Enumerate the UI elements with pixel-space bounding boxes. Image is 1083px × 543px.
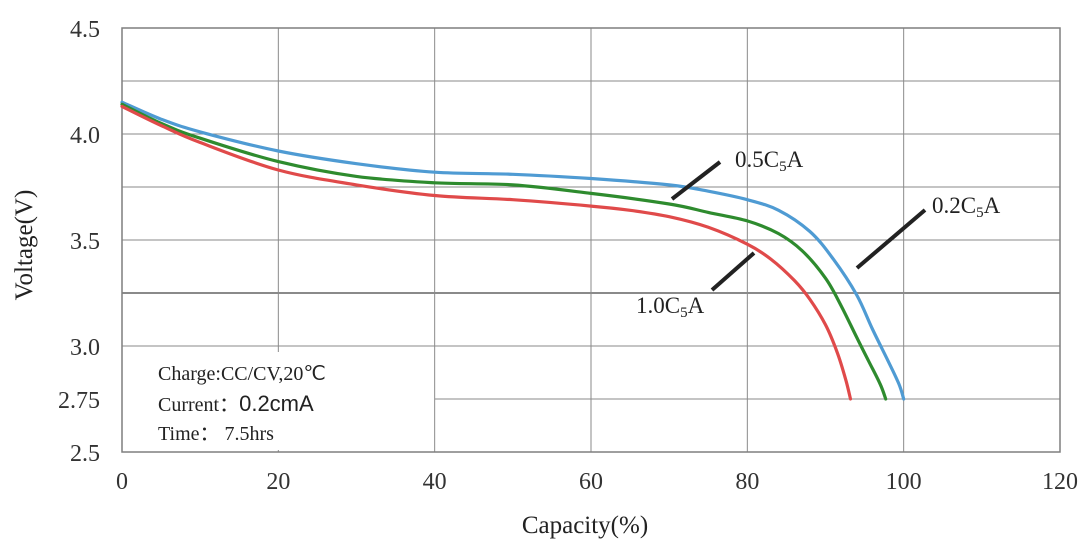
note-current-value: 0.2cmA — [239, 391, 314, 416]
x-tick-label: 40 — [423, 469, 447, 495]
series-label-tail: A — [787, 147, 804, 172]
x-tick-labels: 0 20 40 60 80 100 120 — [116, 469, 1078, 495]
label-leader-0.2C5A — [855, 208, 927, 270]
series-label-base: 0.5C — [735, 147, 779, 172]
series-label-tail: A — [984, 193, 1001, 218]
x-tick-label: 60 — [579, 469, 603, 495]
series-label-sub: 5 — [680, 305, 688, 321]
y-tick-label: 4.0 — [70, 123, 100, 149]
y-tick-label: 4.5 — [70, 17, 100, 43]
x-tick-label: 100 — [886, 469, 922, 495]
x-tick-label: 0 — [116, 469, 128, 495]
y-tick-label: 2.5 — [70, 441, 100, 467]
note-current: Current：0.2cmA — [158, 391, 314, 416]
x-tick-label: 80 — [735, 469, 759, 495]
y-tick-labels: 2.5 2.75 3.0 3.5 4.0 4.5 — [58, 17, 100, 467]
label-leader-0.5C5A — [670, 160, 722, 201]
x-axis-title: Capacity(%) — [522, 512, 648, 539]
series-line-1.0C5A — [120, 104, 853, 401]
series-label-sub: 5 — [976, 205, 984, 221]
series-label-0.2C5A: 0.2C5A — [932, 193, 1001, 221]
note-charge: Charge:CC/CV,20℃ — [158, 363, 326, 385]
y-tick-label: 3.5 — [70, 229, 100, 255]
series-lines — [120, 100, 906, 401]
x-tick-label: 120 — [1042, 469, 1078, 495]
x-tick-label: 20 — [266, 469, 290, 495]
series-label-sub: 5 — [779, 159, 787, 175]
series-label-0.5C5A: 0.5C5A — [735, 147, 804, 175]
series-line-0.2C5A — [120, 102, 888, 401]
note-current-label: Current： — [158, 394, 239, 416]
chart-grid — [122, 28, 1060, 452]
series-label-tail: A — [688, 293, 705, 318]
series-label-base: 0.2C — [932, 193, 976, 218]
notes-box-bg — [150, 352, 400, 450]
series-label-1.0C5A: 1.0C5A — [636, 293, 705, 321]
label-leader-1.0C5A — [710, 251, 756, 292]
y-axis-title: Voltage(V) — [11, 190, 38, 301]
plot-area-border — [121, 27, 1061, 453]
y-tick-label: 3.0 — [70, 335, 100, 361]
series-label-base: 1.0C — [636, 293, 680, 318]
y-tick-label: 2.75 — [58, 388, 100, 414]
series-line-0.5C5A — [120, 100, 906, 401]
note-time: Time： 7.5hrs — [158, 423, 274, 445]
